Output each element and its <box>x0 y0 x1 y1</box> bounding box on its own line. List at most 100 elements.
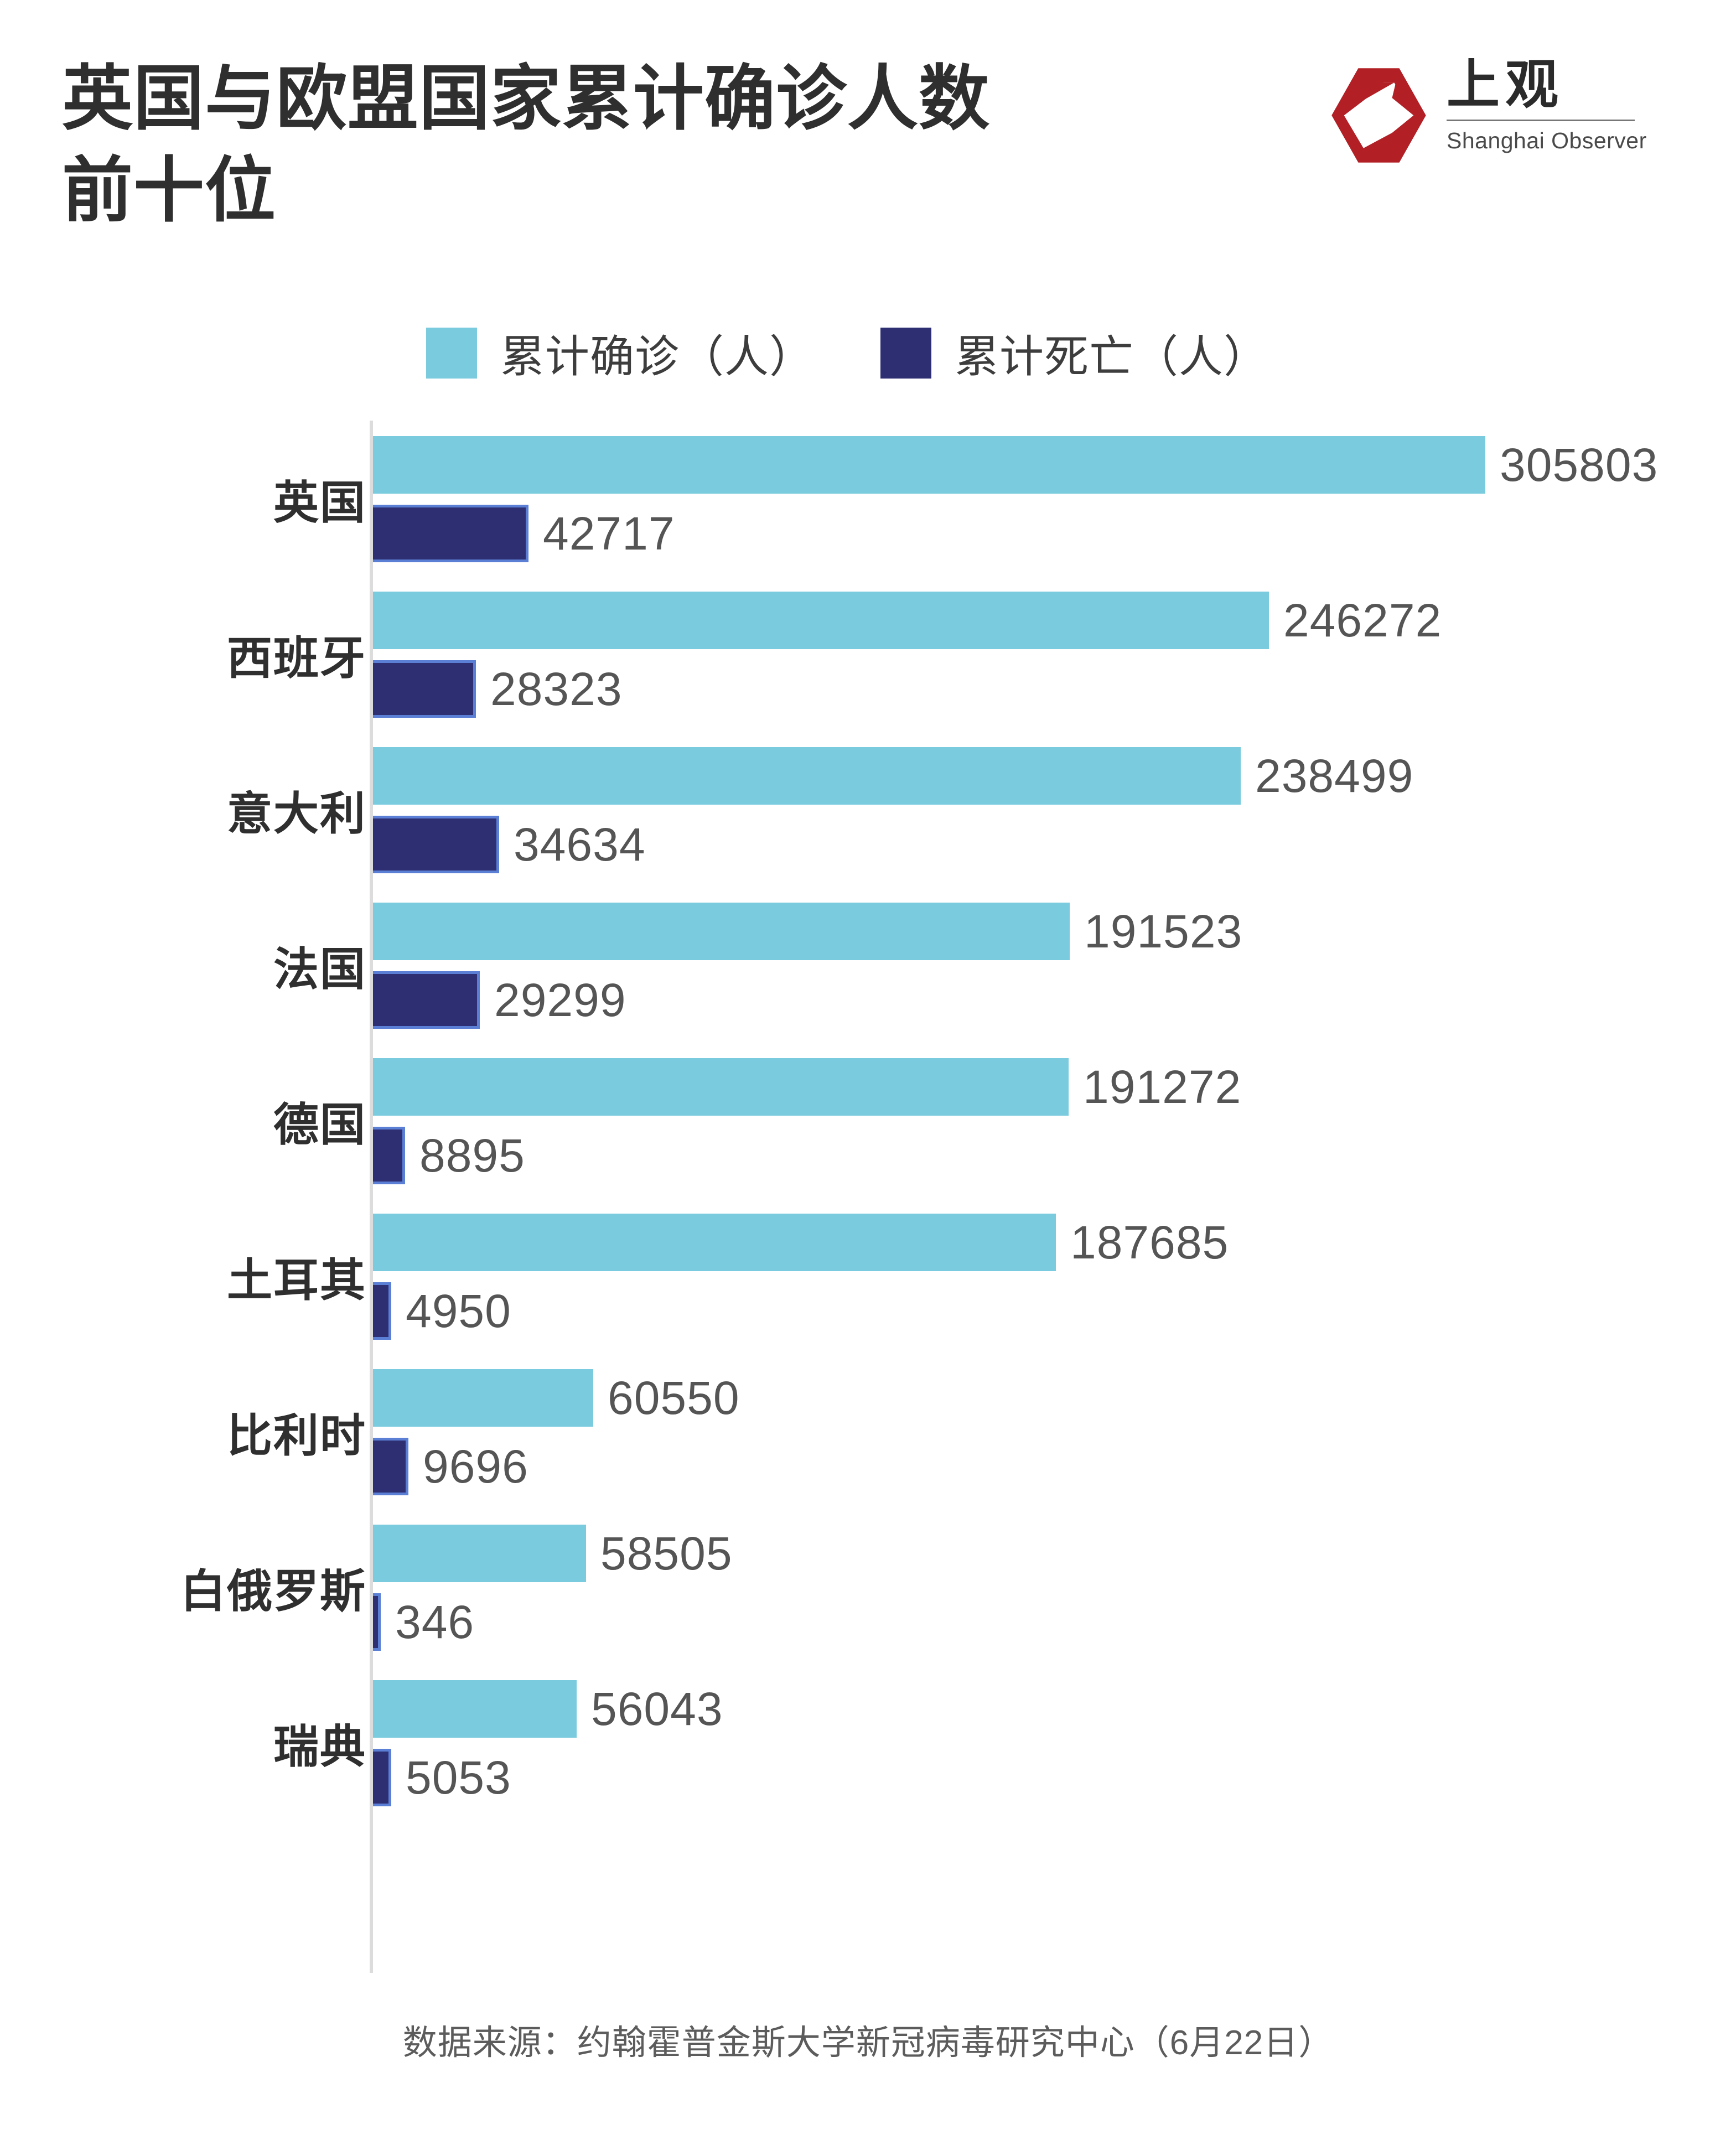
country-label: 意大利 <box>226 789 366 839</box>
bar-group: 305803 42717 <box>373 421 1734 576</box>
bar-confirmed[interactable]: 56043 <box>373 1680 723 1738</box>
country-label: 英国 <box>273 478 366 528</box>
bar-group: 246272 28323 <box>373 576 1734 732</box>
bar-value-label: 29299 <box>494 973 626 1026</box>
bar-rect-deaths[interactable] <box>373 971 480 1029</box>
bar-value-label: 58505 <box>600 1527 733 1579</box>
bar-rect-deaths[interactable] <box>373 1127 405 1184</box>
chart-row: 英国 305803 42717 <box>0 421 1736 576</box>
bar-value-label: 191272 <box>1083 1060 1242 1113</box>
bar-value-label: 28323 <box>490 662 623 715</box>
bar-value-label: 187685 <box>1070 1216 1229 1268</box>
bar-value-label: 9696 <box>423 1440 528 1493</box>
page-title: 英国与欧盟国家累计确诊人数 前十位 <box>62 59 991 231</box>
brand-divider <box>1447 120 1635 121</box>
bar-rect-deaths[interactable] <box>373 1438 408 1495</box>
bar-value-label: 56043 <box>591 1682 723 1735</box>
bar-value-label: 305803 <box>1500 438 1659 491</box>
chart-row: 比利时 60550 9696 <box>0 1354 1736 1509</box>
bar-rect-deaths[interactable] <box>373 505 528 562</box>
brand-logo: 上观 Shanghai Observer <box>1328 53 1647 164</box>
bar-rect-deaths[interactable] <box>373 1282 391 1340</box>
chart-rows: 英国 305803 42717 西班牙 246272 28323 意大利 238499 3463… <box>0 421 1736 1976</box>
bar-value-label: 42717 <box>543 507 675 559</box>
country-label: 土耳其 <box>226 1255 366 1305</box>
bar-group: 56043 5053 <box>373 1665 1734 1820</box>
bar-value-label: 5053 <box>406 1751 511 1804</box>
chart-row: 德国 191272 8895 <box>0 1043 1736 1198</box>
bar-deaths[interactable]: 29299 <box>373 971 626 1029</box>
bar-rect-confirmed[interactable] <box>373 1525 586 1582</box>
legend-label-deaths: 累计死亡（人） <box>955 332 1268 381</box>
data-source-note: 数据来源：约翰霍普金斯大学新冠病毒研究中心（6月22日） <box>402 2024 1334 2062</box>
bar-deaths[interactable]: 346 <box>373 1593 474 1651</box>
bar-rect-deaths[interactable] <box>373 1593 381 1651</box>
country-label: 白俄罗斯 <box>180 1566 366 1616</box>
bar-group: 60550 9696 <box>373 1354 1734 1509</box>
bar-deaths[interactable]: 5053 <box>373 1749 511 1806</box>
bar-deaths[interactable]: 42717 <box>373 505 675 562</box>
bar-value-label: 346 <box>395 1595 475 1648</box>
bar-rect-confirmed[interactable] <box>373 747 1241 805</box>
bar-rect-confirmed[interactable] <box>373 436 1485 494</box>
country-label: 西班牙 <box>226 633 366 683</box>
bar-rect-confirmed[interactable] <box>373 1214 1056 1271</box>
bar-rect-deaths[interactable] <box>373 816 499 873</box>
bar-deaths[interactable]: 28323 <box>373 660 623 718</box>
brand-name-en: Shanghai Observer <box>1447 128 1647 153</box>
bar-confirmed[interactable]: 187685 <box>373 1214 1229 1271</box>
bar-value-label: 246272 <box>1283 594 1442 646</box>
bar-rect-confirmed[interactable] <box>373 903 1070 960</box>
bar-chart: 英国 305803 42717 西班牙 246272 28323 意大利 238499 3463… <box>0 421 1736 1976</box>
bar-value-label: 191523 <box>1084 905 1243 957</box>
brand-name-cn: 上观 <box>1447 55 1564 115</box>
bar-confirmed[interactable]: 246272 <box>373 592 1442 649</box>
bar-group: 187685 4950 <box>373 1198 1734 1354</box>
bar-value-label: 34634 <box>514 818 646 871</box>
legend-label-confirmed: 累计确诊（人） <box>500 332 814 381</box>
header: 英国与欧盟国家累计确诊人数 前十位 上观 Shanghai Observer <box>0 0 1736 255</box>
country-label: 法国 <box>273 944 366 994</box>
chart-row: 瑞典 56043 5053 <box>0 1665 1736 1820</box>
bar-rect-deaths[interactable] <box>373 660 476 718</box>
bar-deaths[interactable]: 4950 <box>373 1282 511 1340</box>
chart-row: 意大利 238499 34634 <box>0 732 1736 887</box>
bar-confirmed[interactable]: 305803 <box>373 436 1658 494</box>
bar-group: 238499 34634 <box>373 732 1734 887</box>
bar-rect-confirmed[interactable] <box>373 1369 593 1427</box>
bar-value-label: 4950 <box>406 1284 511 1337</box>
chart-row: 土耳其 187685 4950 <box>0 1198 1736 1354</box>
country-label: 德国 <box>273 1100 366 1150</box>
bar-rect-confirmed[interactable] <box>373 1680 577 1738</box>
bar-value-label: 60550 <box>608 1371 740 1424</box>
chart-row: 西班牙 246272 28323 <box>0 576 1736 732</box>
bar-rect-deaths[interactable] <box>373 1749 391 1806</box>
bar-group: 191523 29299 <box>373 887 1734 1043</box>
bar-confirmed[interactable]: 60550 <box>373 1369 740 1427</box>
country-label: 比利时 <box>226 1411 366 1461</box>
bar-confirmed[interactable]: 238499 <box>373 747 1413 805</box>
chart-legend: 累计确诊（人） 累计死亡（人） <box>426 321 1268 385</box>
brand-wordmark: 上观 Shanghai Observer <box>1447 55 1647 154</box>
bar-value-label: 238499 <box>1255 749 1414 802</box>
bar-confirmed[interactable]: 191272 <box>373 1058 1241 1116</box>
country-label: 瑞典 <box>273 1722 366 1772</box>
bar-rect-confirmed[interactable] <box>373 1058 1069 1116</box>
bar-rect-confirmed[interactable] <box>373 592 1269 649</box>
bar-group: 191272 8895 <box>373 1043 1734 1198</box>
legend-item-deaths: 累计死亡（人） <box>880 321 1268 385</box>
bar-confirmed[interactable]: 58505 <box>373 1525 733 1582</box>
chart-row: 白俄罗斯 58505 346 <box>0 1509 1736 1665</box>
bar-deaths[interactable]: 8895 <box>373 1127 525 1184</box>
bar-deaths[interactable]: 9696 <box>373 1438 528 1495</box>
bar-value-label: 8895 <box>419 1129 525 1182</box>
bar-group: 58505 346 <box>373 1509 1734 1665</box>
legend-swatch-confirmed-icon <box>426 328 477 379</box>
bar-confirmed[interactable]: 191523 <box>373 903 1242 960</box>
chart-row: 法国 191523 29299 <box>0 887 1736 1043</box>
bar-deaths[interactable]: 34634 <box>373 816 646 873</box>
y-axis-line <box>370 421 373 1973</box>
legend-swatch-deaths-icon <box>880 328 931 379</box>
shanghai-observer-hexagon-icon <box>1331 68 1426 163</box>
